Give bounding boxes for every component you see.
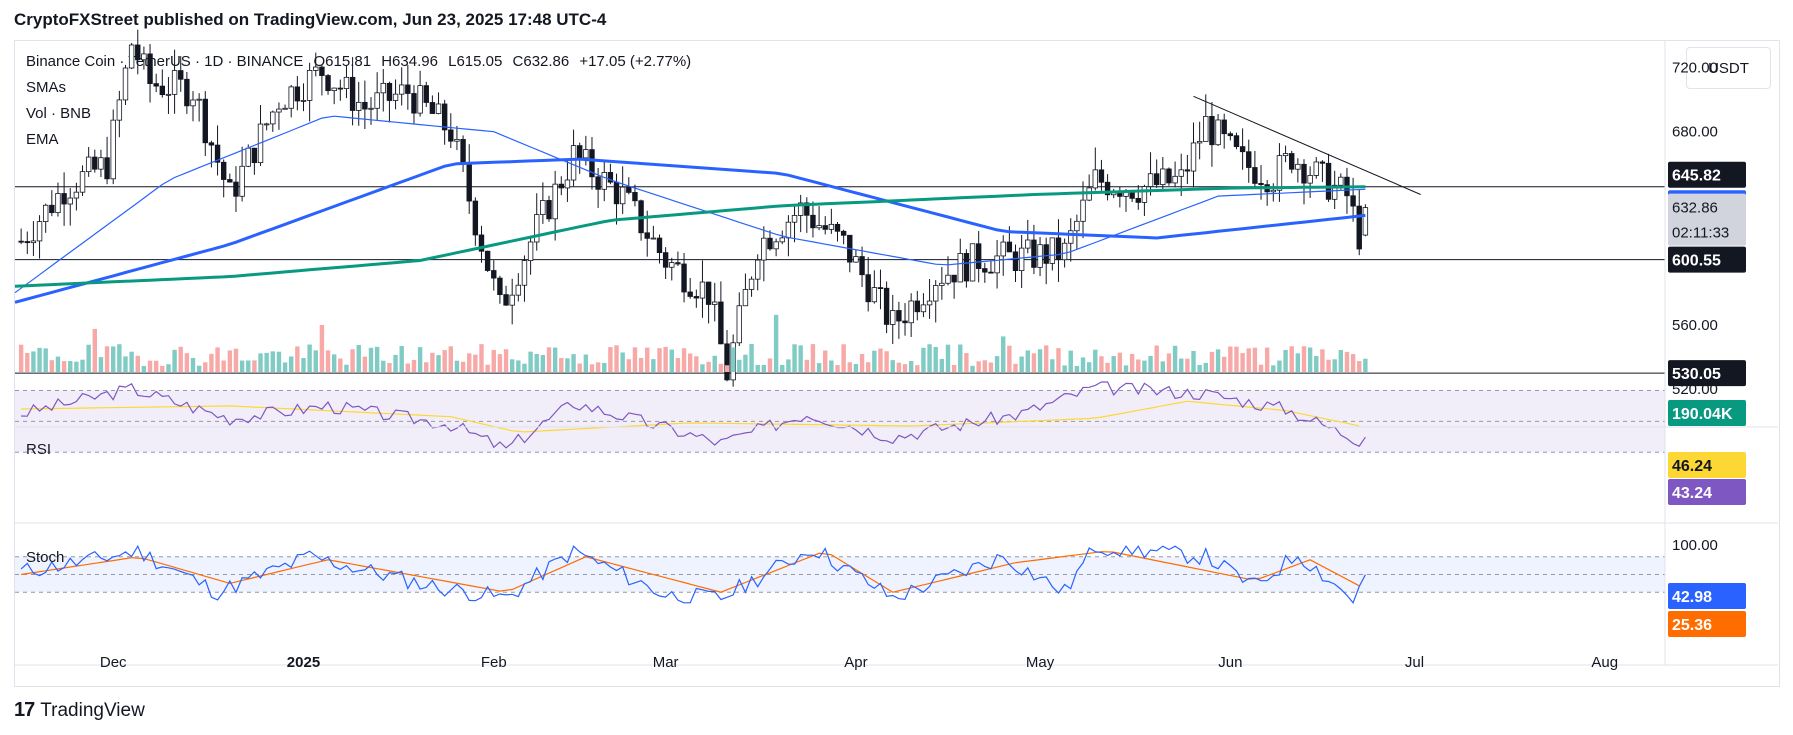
tradingview-brand: TradingView	[40, 699, 145, 721]
indicator-ema-label[interactable]: EMA	[26, 131, 59, 148]
ohlc-open: O615.81	[313, 53, 372, 70]
ohlc-low: L615.05	[448, 53, 503, 70]
symbol-name[interactable]: Binance Coin · TetherUS · 1D · BINANCE	[26, 53, 304, 70]
rsi-title: RSI	[26, 441, 52, 458]
indicator-smas-label[interactable]: SMAs	[26, 79, 67, 96]
tradingview-mark-icon: 17	[14, 699, 35, 721]
tradingview-logo[interactable]: 17 TradingView	[14, 699, 145, 722]
price-change: +17.05 (+2.77%)	[579, 53, 692, 70]
stoch-title: Stoch	[26, 549, 65, 566]
ohlc-close: C632.86	[512, 53, 570, 70]
publisher-line: CryptoFXStreet published on TradingView.…	[14, 10, 607, 29]
currency-selector[interactable]: USDT	[1686, 47, 1771, 89]
indicator-volume-label[interactable]: Vol · BNB	[26, 105, 92, 122]
chart-frame	[14, 40, 1780, 687]
ohlc-high: H634.96	[381, 53, 438, 70]
symbol-legend: Binance Coin · TetherUS · 1D · BINANCE O…	[26, 53, 691, 70]
